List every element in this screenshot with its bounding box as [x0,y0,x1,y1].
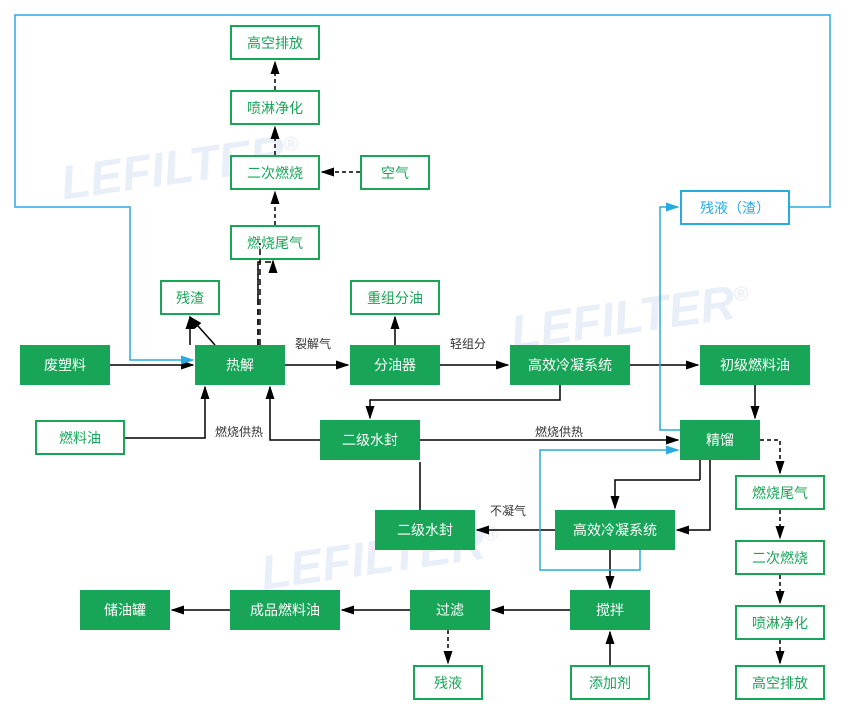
node-air: 空气 [360,155,430,190]
node-residue-top: 残渣 [160,280,220,315]
node-water-seal-1: 二级水封 [320,420,420,460]
node-residue-bottom: 残液 [413,665,483,700]
node-condense-bottom: 高效冷凝系统 [555,510,675,550]
node-oil-separator: 分油器 [350,345,440,385]
node-filter: 过滤 [410,590,490,630]
node-residue-blue: 残液（渣） [680,190,790,225]
label-crack-gas: 裂解气 [295,335,331,352]
node-storage-tank: 储油罐 [80,590,170,630]
node-spray-purify-top: 喷淋净化 [230,90,320,125]
label-light-component: 轻组分 [450,335,486,352]
node-condense-top: 高效冷凝系统 [510,345,630,385]
label-burn-heat-2: 燃烧供热 [535,423,583,440]
node-recombine-oil: 重组分油 [350,280,440,315]
node-high-emission-r: 高空排放 [735,665,825,700]
node-fuel-oil-in: 燃料油 [35,420,125,455]
label-non-condense: 不凝气 [490,502,526,519]
node-waste-plastic: 废塑料 [20,345,110,385]
node-secondary-burn-r: 二次燃烧 [735,540,825,575]
node-secondary-burn-top: 二次燃烧 [230,155,320,190]
node-stir: 搅拌 [570,590,650,630]
node-high-emission-top: 高空排放 [230,25,320,60]
node-distillation: 精馏 [680,420,760,460]
node-finished-oil: 成品燃料油 [230,590,340,630]
node-primary-oil: 初级燃料油 [700,345,810,385]
node-combustion-gas-top: 燃烧尾气 [230,225,320,260]
node-pyrolysis: 热解 [195,345,285,385]
label-burn-heat-1: 燃烧供热 [215,423,263,440]
node-additive: 添加剂 [570,665,650,700]
node-combustion-gas-r: 燃烧尾气 [735,475,825,510]
node-water-seal-2: 二级水封 [375,510,475,550]
node-spray-purify-r: 喷淋净化 [735,605,825,640]
